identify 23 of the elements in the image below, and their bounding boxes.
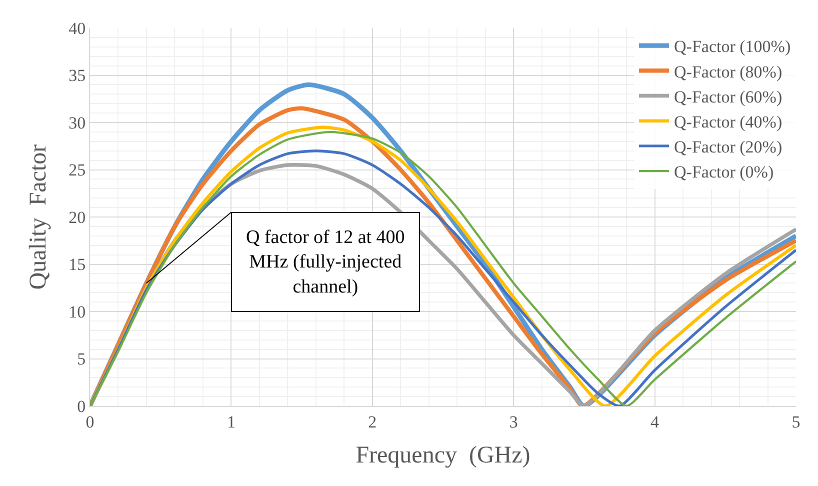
x-tick-label: 4	[650, 412, 660, 432]
x-tick-label: 1	[226, 412, 236, 432]
legend-label: Q-Factor (0%)	[674, 162, 774, 182]
y-tick-label: 30	[68, 113, 86, 132]
x-tick-label: 3	[509, 412, 518, 432]
legend-label: Q-Factor (40%)	[674, 112, 782, 132]
legend-label: Q-Factor (20%)	[674, 138, 782, 157]
y-tick-label: 35	[68, 66, 86, 86]
y-tick-label: 25	[68, 160, 86, 180]
legend-label: Q-Factor (80%)	[674, 62, 782, 82]
y-tick-label: 15	[68, 255, 86, 274]
y-tick-label: 10	[68, 302, 86, 322]
x-tick-label: 2	[368, 412, 377, 432]
y-tick-label: 20	[68, 208, 86, 227]
y-axis-title: Quality Factor	[26, 144, 52, 290]
legend-label: Q-Factor (60%)	[674, 87, 782, 106]
y-tick-label: 5	[77, 350, 86, 369]
legend-label: Q-Factor (100%)	[674, 37, 791, 56]
y-tick-label: 40	[68, 18, 86, 38]
x-tick-label: 5	[792, 412, 800, 432]
y-tick-label: 0	[77, 396, 86, 416]
x-axis-title: Frequency (GHz)	[356, 442, 530, 469]
annotation: Q factor of 12 at 400 MHz (fully-injected channel)	[246, 227, 405, 298]
